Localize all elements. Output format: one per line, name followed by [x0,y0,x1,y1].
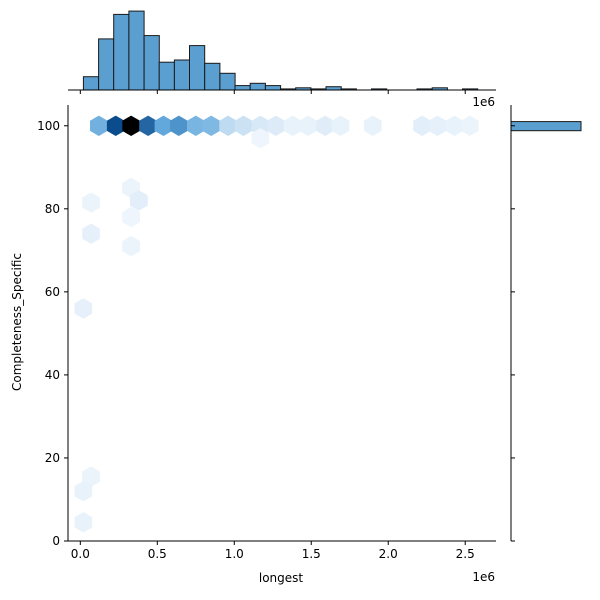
y-tick-label: 20 [45,451,60,465]
histogram-bar [249,82,266,91]
x-tick-label: 1.5 [302,547,321,561]
hexbin [106,115,125,136]
hexbin [299,115,317,136]
y-tick-label: 60 [45,285,60,299]
histogram-bar [173,59,191,91]
y-axis-label: Completeness_Specific [10,253,24,391]
x-axis-label: longest [259,571,304,585]
hexbin [445,115,464,136]
x-offset-label-bottom: 1e6 [472,570,495,584]
x-offset-label-top: 1e6 [472,95,495,109]
y-tick-label: 40 [45,368,60,382]
histogram-bar [189,45,206,91]
x-tick-label: 0.0 [71,547,90,561]
x-tick-label: 0.5 [148,547,167,561]
right-histogram [510,105,582,542]
hexbin [187,115,205,136]
histogram-bar [204,62,221,91]
histogram-bar [98,38,115,91]
hexbin [428,115,447,136]
hexbin [90,115,108,136]
histogram-bar [158,61,175,91]
histogram-bar [128,10,145,91]
x-tick-label: 2.0 [379,547,398,561]
hexbin [74,481,93,502]
hexbin [364,115,382,136]
hexbin [267,115,285,136]
histogram-bar [219,72,236,91]
x-tick-label: 1.0 [225,547,244,561]
hexbin [122,115,140,136]
hexbin [74,298,93,319]
hexbin [202,115,220,136]
y-tick-label: 0 [52,534,60,548]
histogram-bar [113,13,130,91]
hexbin [122,236,140,257]
y-tick-label: 100 [37,119,60,133]
hexbin [219,115,237,136]
top-histogram [68,10,496,94]
hexbin [82,192,100,213]
axes: 0.0 0.5 1.0 1.5 2.0 2.5 0 20 40 60 80 100 [37,105,496,561]
hexbin [170,115,188,136]
hexbin [122,206,140,228]
histogram-bar [234,85,251,91]
histogram-bar [264,85,282,91]
histogram-bar [82,76,100,91]
hexbin-layer [74,115,479,533]
hexbin [461,115,479,136]
x-tick-label: 2.5 [456,547,475,561]
hexbin [82,466,100,487]
hexbin [82,223,100,244]
hexbin [74,512,93,533]
hexbin [413,115,431,136]
histogram-bar [143,35,160,91]
y-tick-label: 80 [45,202,60,216]
hexbin [139,115,157,136]
hexbin [331,115,350,136]
hexbin [316,115,334,136]
hexbin [251,128,270,149]
hexbin [130,190,148,211]
hexbin [283,115,302,136]
hexbin [234,115,253,136]
hexbin [154,115,173,136]
histogram-bar [510,121,582,132]
